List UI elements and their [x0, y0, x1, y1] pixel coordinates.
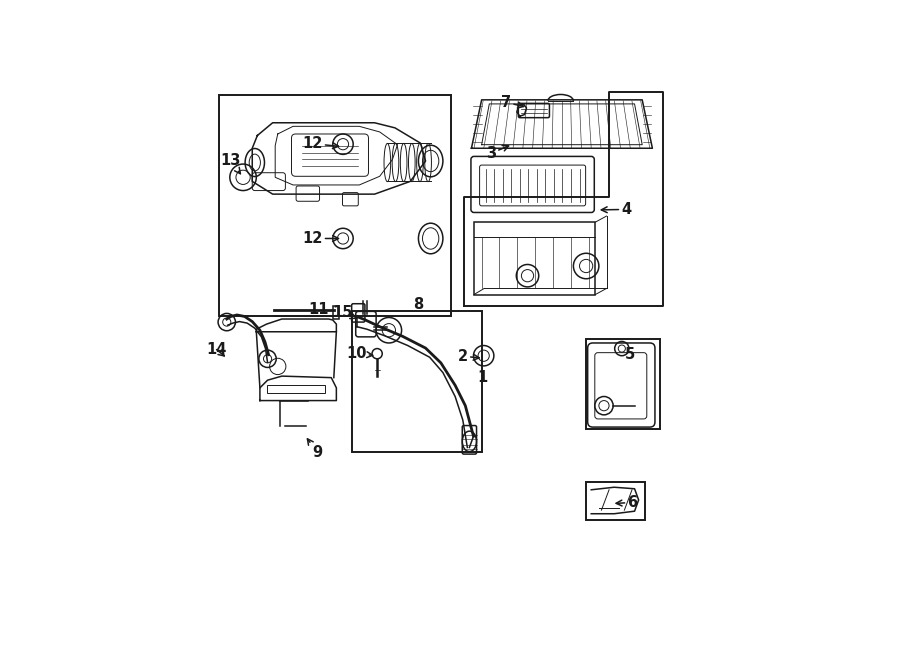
Text: 6: 6	[616, 495, 637, 510]
Bar	[219, 95, 451, 316]
Text: 8: 8	[413, 297, 423, 312]
Text: 7: 7	[501, 95, 524, 110]
Text: 14: 14	[206, 342, 227, 357]
Text: 12: 12	[302, 136, 338, 151]
Text: 13: 13	[220, 154, 241, 173]
Text: 10: 10	[346, 346, 373, 361]
Bar	[352, 311, 482, 451]
Text: 11: 11	[309, 303, 328, 317]
Text: 9: 9	[308, 439, 322, 460]
Bar	[586, 482, 644, 520]
Text: 12: 12	[302, 231, 338, 246]
Bar	[266, 385, 325, 393]
Text: 4: 4	[601, 202, 632, 217]
Bar	[586, 340, 660, 428]
Text: 1: 1	[478, 370, 488, 385]
Bar	[333, 307, 339, 319]
Text: 3: 3	[486, 146, 508, 161]
Text: 15: 15	[333, 305, 356, 320]
Bar	[474, 222, 595, 295]
Text: 2: 2	[458, 349, 479, 363]
FancyBboxPatch shape	[518, 103, 549, 118]
Text: 5: 5	[625, 347, 634, 362]
